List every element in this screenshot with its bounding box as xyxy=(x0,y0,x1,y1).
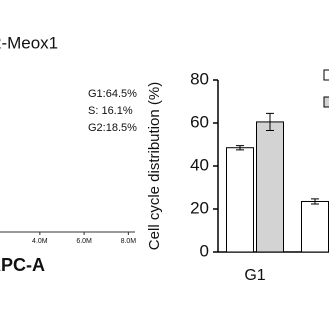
x-tick-label: 4.0M xyxy=(32,238,48,245)
x-tick-label: G1 xyxy=(244,267,265,284)
error-bar xyxy=(311,198,319,205)
bar xyxy=(256,121,284,253)
y-tick-label: 40 xyxy=(190,155,209,174)
bar xyxy=(226,147,254,253)
legend-swatch xyxy=(323,96,329,108)
x-axis-label: APC-A xyxy=(0,255,45,275)
gate-annotation: G2:18.5% xyxy=(88,122,137,134)
x-tick-label: 8.0M xyxy=(121,238,137,245)
error-bar xyxy=(236,145,244,151)
gate-annotation: S: 16.1% xyxy=(88,105,133,117)
y-axis-label: Cell cycle distribution (%) xyxy=(146,82,163,250)
y-tick-label: 20 xyxy=(190,198,209,217)
panel-title: 2-Meox1 xyxy=(0,33,58,52)
x-tick-label: 6.0M xyxy=(76,238,92,245)
y-tick-label: 80 xyxy=(190,69,209,88)
gate-annotation: G1:64.5% xyxy=(88,88,137,100)
legend-swatch xyxy=(323,69,329,81)
y-tick-label: 60 xyxy=(190,112,209,131)
bar xyxy=(301,200,329,253)
error-bar xyxy=(266,112,274,132)
y-tick-label: 0 xyxy=(200,241,209,260)
